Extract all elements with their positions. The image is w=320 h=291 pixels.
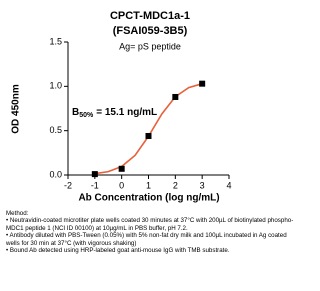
method-item: • Bound Ab detected using HRP-labeled go… (6, 247, 230, 255)
method-item: • Neutravidin-coated microtiter plate we… (6, 217, 294, 232)
y-tick-label: 1.5 (49, 36, 62, 46)
x-tick-label: 3 (200, 180, 205, 190)
annotation-subscript: 50% (79, 112, 94, 119)
annotation-rest: = 15.1 ng/mL (96, 107, 157, 118)
chart: CPCT-MDC1a-1 (FSAI059-3B5) Ag= pS peptid… (11, 10, 232, 204)
y-tick-label: 1.0 (49, 81, 62, 91)
data-point (91, 171, 98, 178)
x-tick-label: 4 (226, 180, 231, 190)
chart-title: CPCT-MDC1a-1 (110, 10, 190, 22)
data-point (145, 132, 152, 139)
x-tick-label: 2 (173, 180, 178, 190)
x-tick-label: 1 (146, 180, 151, 190)
data-point (172, 93, 179, 100)
annotation-main: B (72, 107, 79, 118)
method-item: • Antibody diluted with PBS-Tween (0.05%… (6, 232, 287, 247)
fit-curve (94, 82, 203, 175)
data-point (118, 165, 125, 172)
x-tick-label: -2 (64, 180, 72, 190)
y-axis-label: OD 450nm (11, 84, 22, 134)
y-tick-label: 0.0 (49, 169, 62, 179)
method-heading: Method: (6, 210, 29, 217)
x-tick-label: 0 (119, 180, 124, 190)
page: {"chart_data": {"type": "scatter", "titl… (6, 9, 294, 255)
data-point (199, 80, 206, 87)
x-axis-label: Ab Concentration (log ng/mL) (78, 193, 219, 204)
chart-subtitle: Ag= pS peptide (119, 41, 181, 51)
annotation: B50% = 15.1 ng/mL (72, 107, 157, 119)
method: Method: • Neutravidin-coated microtiter … (6, 210, 294, 254)
y-tick-label: 0.5 (49, 125, 62, 135)
x-tick-label: -1 (91, 180, 99, 190)
chart-title: (FSAI059-3B5) (113, 25, 188, 37)
